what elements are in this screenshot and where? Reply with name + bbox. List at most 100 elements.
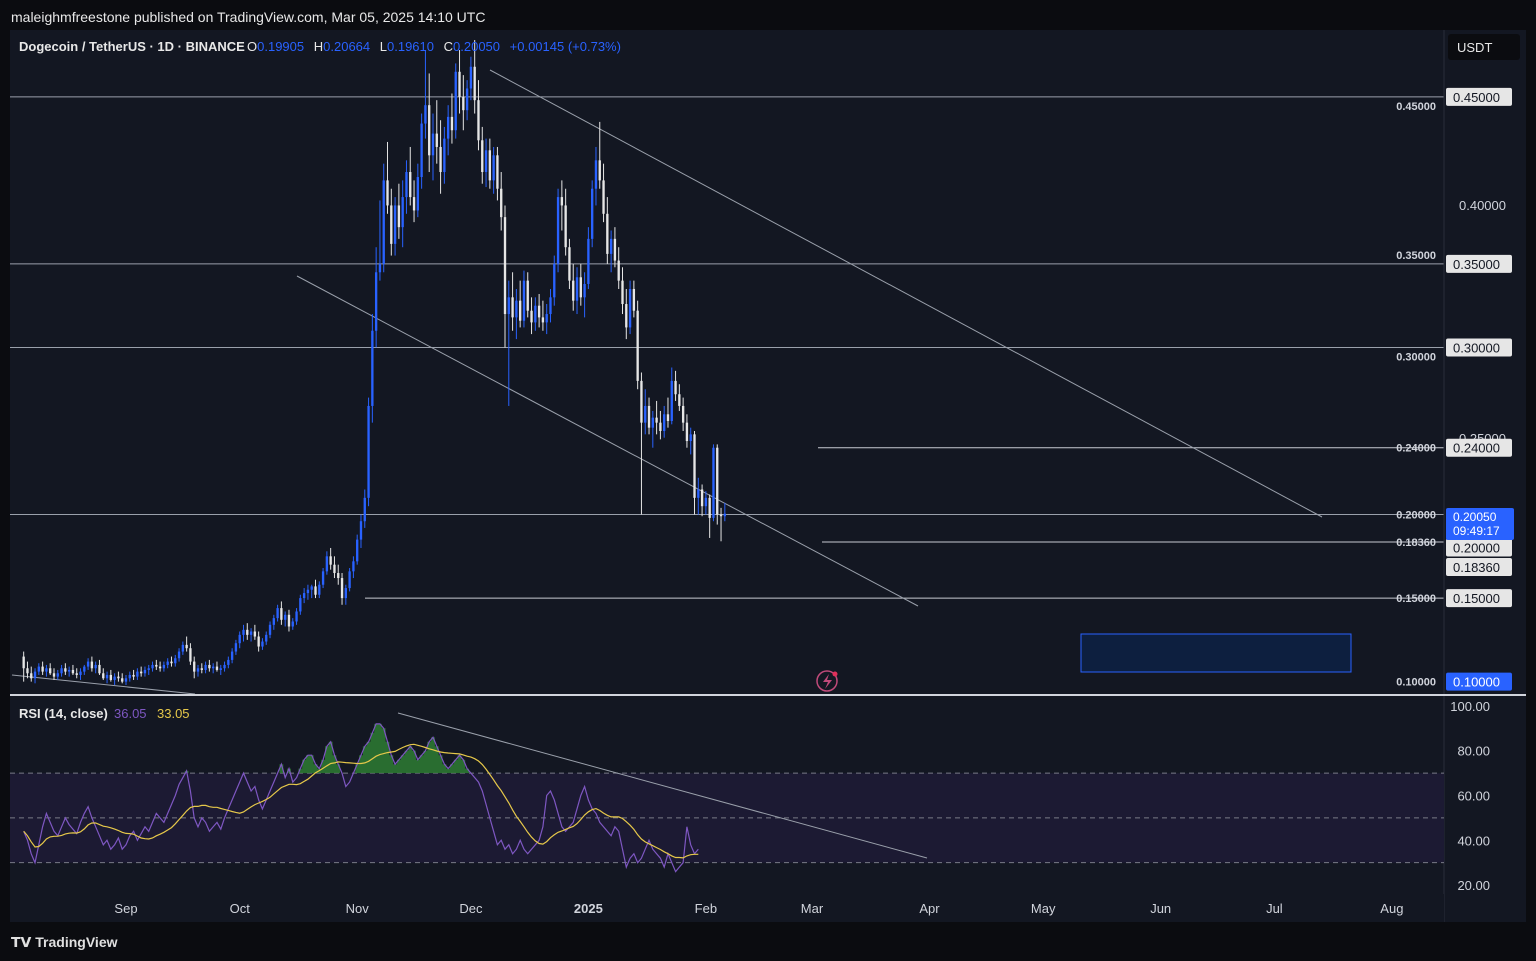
candle[interactable] — [469, 56, 473, 101]
candle[interactable] — [534, 297, 537, 331]
candle[interactable] — [162, 661, 166, 672]
candle[interactable] — [708, 494, 711, 538]
candle[interactable] — [507, 280, 510, 406]
candle[interactable] — [522, 270, 526, 328]
candle[interactable] — [132, 669, 135, 680]
candle[interactable] — [572, 263, 575, 311]
candle[interactable] — [503, 205, 507, 348]
candle[interactable] — [151, 661, 154, 672]
rsi-trendline[interactable] — [397, 712, 928, 859]
bottom-trendline[interactable] — [11, 674, 196, 695]
candle[interactable] — [340, 573, 344, 605]
candle[interactable] — [238, 631, 241, 649]
candle[interactable] — [105, 671, 109, 684]
candle[interactable] — [295, 608, 298, 625]
candle[interactable] — [299, 594, 302, 615]
candle[interactable] — [693, 431, 696, 515]
candle[interactable] — [390, 188, 393, 256]
candle[interactable] — [208, 659, 211, 672]
candle[interactable] — [49, 663, 52, 675]
candle[interactable] — [211, 663, 215, 674]
candle[interactable] — [537, 293, 541, 328]
candle[interactable] — [302, 588, 306, 604]
candle[interactable] — [515, 288, 518, 340]
candle[interactable] — [541, 300, 545, 331]
candle[interactable] — [371, 314, 374, 423]
price-axis[interactable] — [1444, 30, 1526, 695]
target-zone-box[interactable] — [1080, 633, 1352, 673]
candle[interactable] — [158, 661, 162, 672]
candle[interactable] — [386, 141, 389, 214]
candle[interactable] — [606, 197, 609, 264]
candle[interactable] — [583, 272, 586, 318]
candle[interactable] — [613, 227, 617, 268]
candle[interactable] — [193, 656, 196, 679]
tradingview-logo[interactable]: 𝗧𝗩 TradingView — [11, 934, 118, 951]
candle[interactable] — [530, 297, 533, 335]
candle[interactable] — [219, 664, 222, 675]
candle[interactable] — [465, 80, 469, 121]
candle[interactable] — [121, 673, 124, 684]
candle[interactable] — [625, 288, 628, 340]
candle[interactable] — [647, 397, 651, 435]
candle[interactable] — [553, 255, 556, 306]
candle[interactable] — [428, 73, 431, 173]
candle[interactable] — [500, 172, 503, 231]
candle[interactable] — [117, 671, 120, 682]
candle[interactable] — [284, 611, 287, 627]
candle[interactable] — [678, 384, 681, 411]
candle[interactable] — [124, 674, 128, 685]
candle[interactable] — [356, 534, 359, 565]
candle[interactable] — [253, 624, 257, 640]
candle[interactable] — [204, 661, 207, 674]
candle[interactable] — [143, 666, 147, 677]
candle[interactable] — [598, 121, 601, 189]
candle[interactable] — [435, 100, 438, 164]
candle[interactable] — [227, 656, 230, 669]
candle[interactable] — [382, 163, 385, 273]
candle[interactable] — [109, 669, 113, 682]
candle[interactable] — [556, 188, 560, 273]
candle[interactable] — [431, 113, 435, 181]
candle[interactable] — [261, 638, 264, 650]
candle[interactable] — [420, 113, 423, 189]
candle[interactable] — [549, 288, 552, 323]
candle[interactable] — [439, 120, 442, 194]
candle[interactable] — [166, 658, 169, 669]
candle[interactable] — [374, 247, 378, 348]
candle[interactable] — [306, 584, 310, 600]
candle[interactable] — [223, 661, 226, 672]
candle[interactable] — [136, 668, 139, 680]
candle[interactable] — [287, 609, 291, 632]
candle[interactable] — [640, 372, 643, 515]
candle[interactable] — [41, 661, 44, 675]
candle[interactable] — [632, 280, 636, 318]
candle[interactable] — [265, 631, 268, 645]
candle[interactable] — [71, 664, 75, 675]
candle[interactable] — [511, 272, 514, 331]
candle[interactable] — [450, 93, 454, 144]
candle[interactable] — [352, 556, 355, 579]
candle[interactable] — [325, 551, 329, 575]
candle[interactable] — [75, 668, 78, 679]
candle[interactable] — [621, 267, 624, 315]
candle[interactable] — [454, 63, 457, 139]
candle[interactable] — [30, 666, 33, 682]
candle[interactable] — [170, 656, 173, 667]
candle[interactable] — [310, 584, 313, 599]
candle[interactable] — [321, 568, 325, 589]
candle[interactable] — [215, 661, 219, 672]
candle[interactable] — [45, 664, 48, 677]
candle[interactable] — [644, 389, 647, 435]
candle[interactable] — [397, 183, 401, 239]
candle[interactable] — [230, 648, 234, 664]
candle[interactable] — [697, 477, 700, 515]
candle[interactable] — [272, 614, 275, 630]
candle[interactable] — [185, 636, 188, 652]
candle[interactable] — [488, 138, 492, 189]
candle[interactable] — [712, 444, 715, 522]
candle[interactable] — [393, 197, 397, 256]
candle[interactable] — [526, 272, 529, 318]
candle[interactable] — [409, 146, 412, 206]
candle[interactable] — [155, 659, 158, 670]
